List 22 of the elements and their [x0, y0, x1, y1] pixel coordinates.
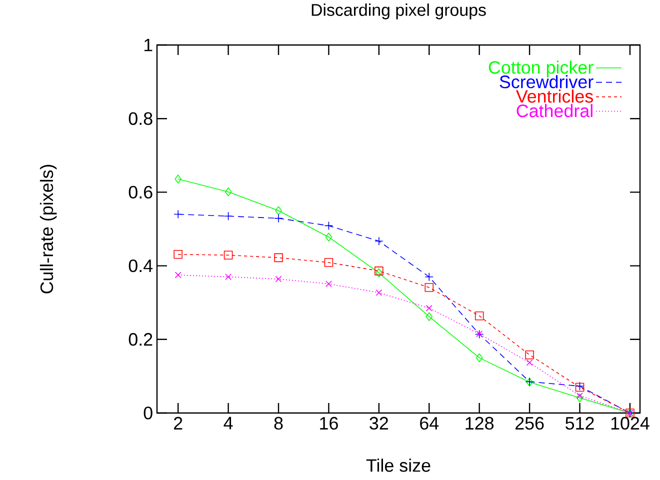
- x-tick-label: 4: [224, 416, 233, 430]
- y-tick-label: 0.2: [128, 333, 152, 346]
- legend-label: Ventricles: [516, 90, 593, 103]
- y-axis-title: Cull-rate (pixels): [40, 164, 57, 294]
- legend-label: Screwdriver: [500, 75, 594, 88]
- y-tick-label: 0.6: [128, 186, 152, 199]
- legend-label: Cathedral: [516, 104, 592, 118]
- x-tick-label: 256: [515, 416, 544, 430]
- x-tick-label: 32: [370, 416, 388, 430]
- y-tick-label: 0: [144, 406, 152, 420]
- chart-title: Discarding pixel groups: [312, 4, 486, 20]
- x-tick-label: 16: [320, 416, 338, 430]
- x-tick-label: 8: [274, 416, 283, 430]
- x-tick-label: 512: [566, 416, 594, 430]
- x-tick-label: 1024: [611, 416, 650, 430]
- y-tick-label: 0.8: [128, 112, 152, 125]
- x-tick-label: 2: [174, 416, 182, 430]
- x-tick-label: 128: [466, 416, 494, 430]
- y-tick-label: 0.4: [128, 259, 153, 272]
- x-axis-title: Tile size: [366, 458, 430, 472]
- x-tick-label: 64: [420, 416, 439, 430]
- y-tick-label: 1: [144, 38, 152, 52]
